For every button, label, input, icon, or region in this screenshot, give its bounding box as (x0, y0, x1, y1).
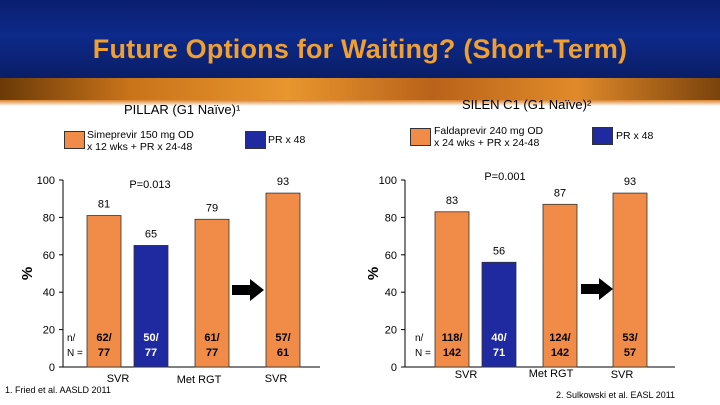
bar-1 (86, 215, 122, 368)
bar-total-label: 61 (277, 347, 289, 359)
bar-2 (481, 261, 517, 368)
y-tick-label: 60 (43, 250, 55, 262)
x-group-label: Met RGT (177, 374, 222, 386)
bar-value-label: 79 (206, 202, 218, 214)
left-legend-swatch-blue (245, 131, 266, 149)
n-label: n/ (67, 333, 76, 344)
bar-n-label: 50/ (143, 332, 158, 344)
y-tick-label: 20 (43, 325, 55, 337)
y-axis-label: % (19, 267, 36, 280)
y-tick-label: 80 (385, 212, 397, 224)
x-group-label: Met RGT (529, 368, 574, 380)
bar-2 (133, 245, 169, 368)
bar-3 (542, 203, 578, 368)
bar-total-label: 71 (493, 347, 505, 359)
N-label: N = (415, 348, 431, 359)
bar-n-label: 40/ (491, 332, 506, 344)
p-value-annotation: P=0.013 (129, 179, 170, 191)
x-group-label: SVR (265, 373, 288, 385)
y-tick-label: 40 (385, 287, 397, 299)
bar-value-label: 65 (145, 228, 157, 240)
bar-total-label: 57 (624, 347, 636, 359)
right-panel-title: SILEN C1 (G1 Naïve)² (462, 97, 592, 112)
arrow-icon (581, 278, 613, 300)
bar-value-label: 93 (624, 176, 636, 188)
left-legend-swatch-orange (64, 131, 85, 149)
bar-3 (194, 218, 230, 368)
bar-n-label: 53/ (622, 332, 637, 344)
bar-n-label: 124/ (549, 332, 570, 344)
bar-value-label: 56 (493, 245, 505, 257)
n-label: n/ (415, 333, 424, 344)
pillar-bar-chart: % 0 20 40 60 80 100 P=0.013 81 62/77 65 50/77 79 61/7… (19, 175, 320, 386)
bar-value-label: 87 (554, 187, 566, 199)
silenc1-bar-chart: % 0 20 40 60 80 100 P=0.001 83 118/142 56 40/71 87 12… (365, 171, 675, 381)
x-group-label: SVR (455, 369, 478, 381)
N-label: N = (67, 348, 83, 359)
y-tick-label: 0 (49, 362, 55, 374)
right-legend-swatch-orange (410, 128, 431, 146)
bar-n-label: 118/ (442, 332, 463, 344)
bar-total-label: 142 (551, 347, 569, 359)
left-legend-label-blue: PR x 48 (268, 134, 306, 146)
y-tick-label: 20 (385, 325, 397, 337)
x-group-label: SVR (611, 369, 634, 381)
bar-value-label: 81 (98, 199, 110, 211)
bar-total-label: 77 (98, 347, 110, 359)
arrow-icon (232, 279, 264, 301)
y-tick-label: 0 (391, 362, 397, 374)
right-legend-label-blue: PR x 48 (616, 130, 654, 142)
bar-1 (434, 211, 470, 368)
footnote-left: 1. Fried et al. AASLD 2011 (5, 385, 111, 395)
bar-value-label: 83 (446, 195, 458, 207)
y-axis-label: % (365, 267, 382, 280)
decorative-stripe-fade (0, 100, 720, 106)
bar-total-label: 77 (145, 347, 157, 359)
bar-n-label: 57/ (275, 332, 290, 344)
right-legend-label-orange: Faldaprevir 240 mg OD x 24 wks + PR x 24… (434, 125, 544, 149)
footnote-right: 2. Sulkowski et al. EASL 2011 (556, 390, 676, 400)
left-legend-label-orange: Simeprevir 150 mg OD x 12 wks + PR x 24-… (87, 129, 194, 153)
x-group-label: SVR (107, 373, 130, 385)
bar-total-label: 142 (443, 347, 461, 359)
slide-title: Future Options for Waiting? (Short-Term) (92, 34, 628, 64)
bar-4 (612, 192, 648, 368)
decorative-stripe (0, 78, 720, 100)
y-tick-label: 40 (43, 287, 55, 299)
left-panel-title: PILLAR (G1 Naïve)¹ (124, 102, 241, 117)
y-tick-label: 100 (379, 175, 397, 187)
right-legend-swatch-blue (592, 127, 613, 145)
y-tick-label: 80 (43, 212, 55, 224)
y-tick-label: 100 (37, 175, 55, 187)
bar-4 (265, 192, 301, 368)
bar-value-label: 93 (277, 176, 289, 188)
p-value-annotation: P=0.001 (484, 171, 525, 183)
y-tick-label: 60 (385, 250, 397, 262)
bar-n-label: 61/ (204, 332, 219, 344)
title-banner: Future Options for Waiting? (Short-Term) (0, 0, 720, 78)
bar-n-label: 62/ (96, 332, 111, 344)
bar-total-label: 77 (206, 347, 218, 359)
